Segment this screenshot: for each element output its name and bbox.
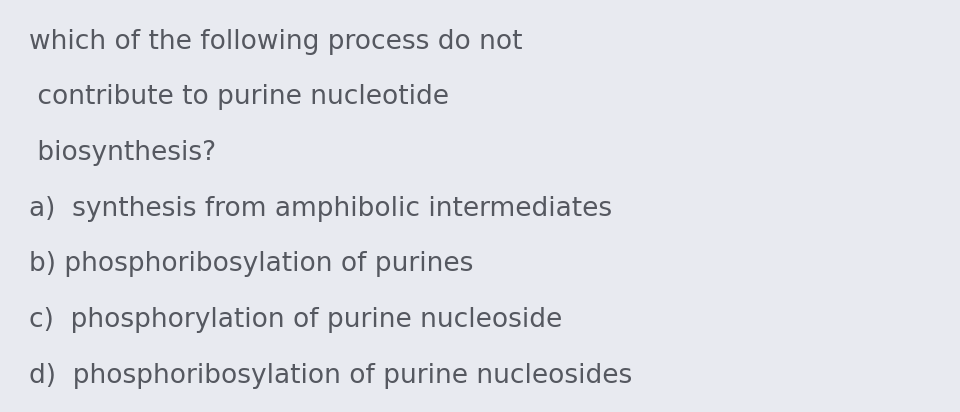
Text: which of the following process do not: which of the following process do not xyxy=(29,29,522,55)
Text: c)  phosphorylation of purine nucleoside: c) phosphorylation of purine nucleoside xyxy=(29,307,562,333)
Text: a)  synthesis from amphibolic intermediates: a) synthesis from amphibolic intermediat… xyxy=(29,196,612,222)
Text: biosynthesis?: biosynthesis? xyxy=(29,140,216,166)
Text: d)  phosphoribosylation of purine nucleosides: d) phosphoribosylation of purine nucleos… xyxy=(29,363,632,389)
Text: b) phosphoribosylation of purines: b) phosphoribosylation of purines xyxy=(29,251,473,277)
Text: contribute to purine nucleotide: contribute to purine nucleotide xyxy=(29,84,449,110)
